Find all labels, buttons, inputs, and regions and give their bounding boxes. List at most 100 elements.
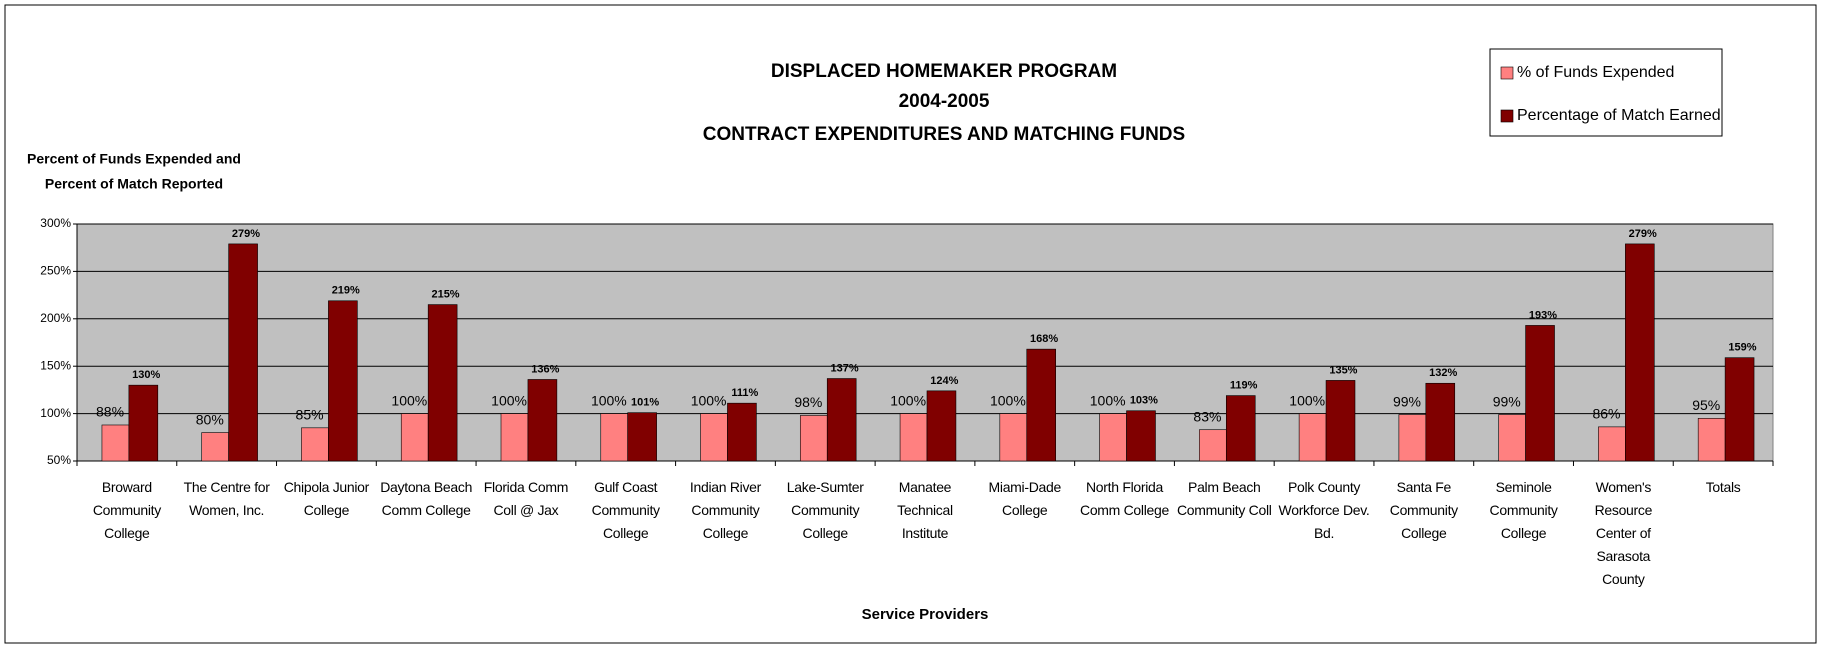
data-label: 136% xyxy=(531,363,559,375)
data-label: 86% xyxy=(1592,406,1620,422)
bar xyxy=(1126,410,1156,462)
data-label: 100% xyxy=(391,392,427,408)
bar xyxy=(228,243,258,462)
data-label: 103% xyxy=(1130,395,1158,407)
x-tick-label: Lake-Sumter Community College xyxy=(786,479,864,541)
data-label: 193% xyxy=(1529,309,1557,321)
bar xyxy=(400,413,429,462)
data-label: 130% xyxy=(132,369,160,381)
data-label: 100% xyxy=(691,392,727,408)
x-tick-label: Broward Community College xyxy=(92,479,161,541)
bar xyxy=(600,413,629,462)
data-label: 159% xyxy=(1728,342,1756,354)
x-tick-label: Miami-Dade College xyxy=(988,479,1062,518)
x-tick-label: Florida Comm Coll @ Jax xyxy=(483,479,569,518)
legend-swatch xyxy=(1500,66,1514,80)
y-axis-label: Percent of Match Reported xyxy=(45,176,223,192)
bar xyxy=(1099,413,1127,462)
x-tick-label: Totals xyxy=(1705,479,1741,495)
bar xyxy=(1425,382,1456,462)
bar xyxy=(1225,395,1256,462)
x-tick-label: Santa Fe Community College xyxy=(1389,479,1458,541)
data-label: 85% xyxy=(296,407,324,423)
data-label: 88% xyxy=(96,404,124,420)
data-label: 100% xyxy=(1090,392,1126,408)
x-tick-label: Gulf Coast Community College xyxy=(591,479,660,541)
data-label: 100% xyxy=(491,392,527,408)
data-label: 279% xyxy=(232,228,260,240)
bar xyxy=(101,424,130,462)
legend-label: % of Funds Expended xyxy=(1517,64,1674,81)
x-tick-label: Palm Beach Community Coll xyxy=(1176,479,1272,518)
bar xyxy=(201,432,229,462)
y-tick-label: 150% xyxy=(40,358,71,372)
data-label: 80% xyxy=(196,411,224,427)
data-label: 99% xyxy=(1393,393,1421,409)
bar xyxy=(899,413,928,462)
data-label: 95% xyxy=(1692,397,1720,413)
data-label: 168% xyxy=(1030,333,1058,345)
bar xyxy=(427,304,458,462)
chart-subtitle: 2004-2005 xyxy=(899,91,990,112)
bar xyxy=(727,402,757,462)
data-label: 100% xyxy=(1289,392,1325,408)
data-label: 219% xyxy=(332,285,360,297)
bar xyxy=(799,415,828,462)
y-tick-label: 100% xyxy=(40,406,71,420)
data-label: 132% xyxy=(1429,367,1457,379)
data-label: 215% xyxy=(431,288,459,300)
bar xyxy=(128,384,159,462)
bar xyxy=(1525,325,1555,462)
legend-label: Percentage of Match Earned xyxy=(1517,107,1721,124)
data-label: 98% xyxy=(794,394,822,410)
bar xyxy=(1498,414,1526,462)
bar xyxy=(826,378,857,462)
data-label: 99% xyxy=(1493,393,1521,409)
data-label: 119% xyxy=(1230,379,1258,391)
bar xyxy=(627,412,657,462)
x-tick-label: The Centre for Women, Inc. xyxy=(183,479,270,518)
bar xyxy=(500,413,529,462)
chart-subtitle: CONTRACT EXPENDITURES AND MATCHING FUNDS xyxy=(703,124,1185,145)
bar xyxy=(328,300,358,462)
bar xyxy=(1325,380,1356,462)
y-tick-label: 200% xyxy=(40,311,71,325)
bar xyxy=(1697,418,1726,462)
x-tick-label: Seminole Community College xyxy=(1489,479,1558,541)
y-tick-label: 50% xyxy=(47,453,71,467)
x-tick-label: Manatee Technical Institute xyxy=(897,479,953,541)
bar xyxy=(1298,413,1327,462)
data-label: 111% xyxy=(731,387,758,399)
x-tick-label: Women's Resource Center of Sarasota Coun… xyxy=(1594,479,1653,587)
bar xyxy=(1724,357,1755,462)
x-tick-label: Daytona Beach Comm College xyxy=(380,479,473,518)
data-label: 137% xyxy=(831,362,859,374)
data-label: 100% xyxy=(591,392,627,408)
frame xyxy=(4,4,1817,644)
y-tick-label: 250% xyxy=(40,264,71,278)
bar xyxy=(1398,414,1427,462)
legend-swatch xyxy=(1500,109,1514,123)
bar xyxy=(1026,348,1056,462)
bar xyxy=(527,379,558,462)
data-label: 100% xyxy=(990,392,1026,408)
data-label: 100% xyxy=(890,392,926,408)
data-label: 135% xyxy=(1329,364,1357,376)
bar xyxy=(700,413,728,462)
x-tick-label: Polk County Workforce Dev. Bd. xyxy=(1278,479,1370,541)
bar xyxy=(1625,243,1655,462)
bar xyxy=(926,390,957,462)
data-label: 279% xyxy=(1629,228,1657,240)
bar xyxy=(1598,426,1626,462)
data-label: 124% xyxy=(930,375,958,387)
bar xyxy=(1199,429,1227,462)
data-label: 83% xyxy=(1193,408,1221,424)
x-tick-label: Chipola Junior College xyxy=(283,479,370,518)
x-tick-label: Indian River Community College xyxy=(689,479,761,541)
bar xyxy=(301,427,329,462)
data-label: 101% xyxy=(631,397,659,409)
bar xyxy=(999,413,1028,462)
chart-title: DISPLACED HOMEMAKER PROGRAM xyxy=(771,61,1117,82)
